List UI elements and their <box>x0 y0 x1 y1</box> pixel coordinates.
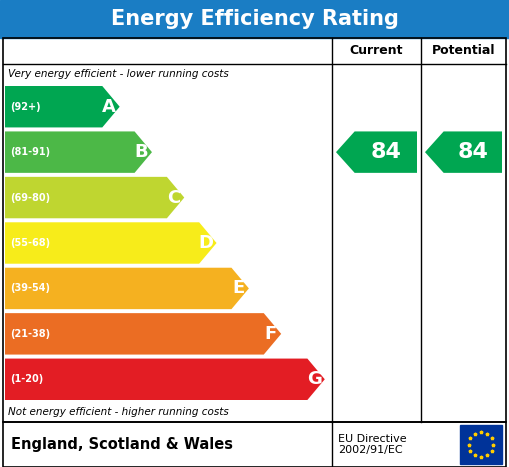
Text: D: D <box>199 234 213 252</box>
Text: (39-54): (39-54) <box>10 283 50 293</box>
Polygon shape <box>425 131 502 173</box>
Text: F: F <box>264 325 276 343</box>
Polygon shape <box>5 177 184 218</box>
Polygon shape <box>336 131 417 173</box>
Bar <box>3 422 506 467</box>
Polygon shape <box>5 359 325 400</box>
Text: C: C <box>167 189 180 206</box>
Text: Very energy efficient - lower running costs: Very energy efficient - lower running co… <box>8 69 229 79</box>
Text: EU Directive: EU Directive <box>338 433 407 444</box>
Text: Not energy efficient - higher running costs: Not energy efficient - higher running co… <box>8 407 229 417</box>
Polygon shape <box>5 86 120 127</box>
Text: B: B <box>134 143 148 161</box>
Text: (21-38): (21-38) <box>10 329 50 339</box>
Text: Potential: Potential <box>432 44 495 57</box>
Text: Current: Current <box>350 44 403 57</box>
Bar <box>460 425 502 464</box>
Polygon shape <box>5 313 281 354</box>
Text: (81-91): (81-91) <box>10 147 50 157</box>
Text: England, Scotland & Wales: England, Scotland & Wales <box>11 437 233 452</box>
Text: Energy Efficiency Rating: Energy Efficiency Rating <box>110 9 399 29</box>
Text: (69-80): (69-80) <box>10 192 50 203</box>
Text: A: A <box>102 98 116 116</box>
Text: (1-20): (1-20) <box>10 374 43 384</box>
Text: 2002/91/EC: 2002/91/EC <box>338 446 403 455</box>
Polygon shape <box>5 222 216 264</box>
Text: 84: 84 <box>371 142 401 162</box>
Polygon shape <box>5 131 152 173</box>
Text: G: G <box>306 370 322 388</box>
Text: (92+): (92+) <box>10 102 41 112</box>
Text: E: E <box>232 279 244 297</box>
Bar <box>0 0 509 38</box>
Polygon shape <box>5 268 249 309</box>
Text: 84: 84 <box>458 142 488 162</box>
Text: (55-68): (55-68) <box>10 238 50 248</box>
Bar <box>3 38 506 422</box>
